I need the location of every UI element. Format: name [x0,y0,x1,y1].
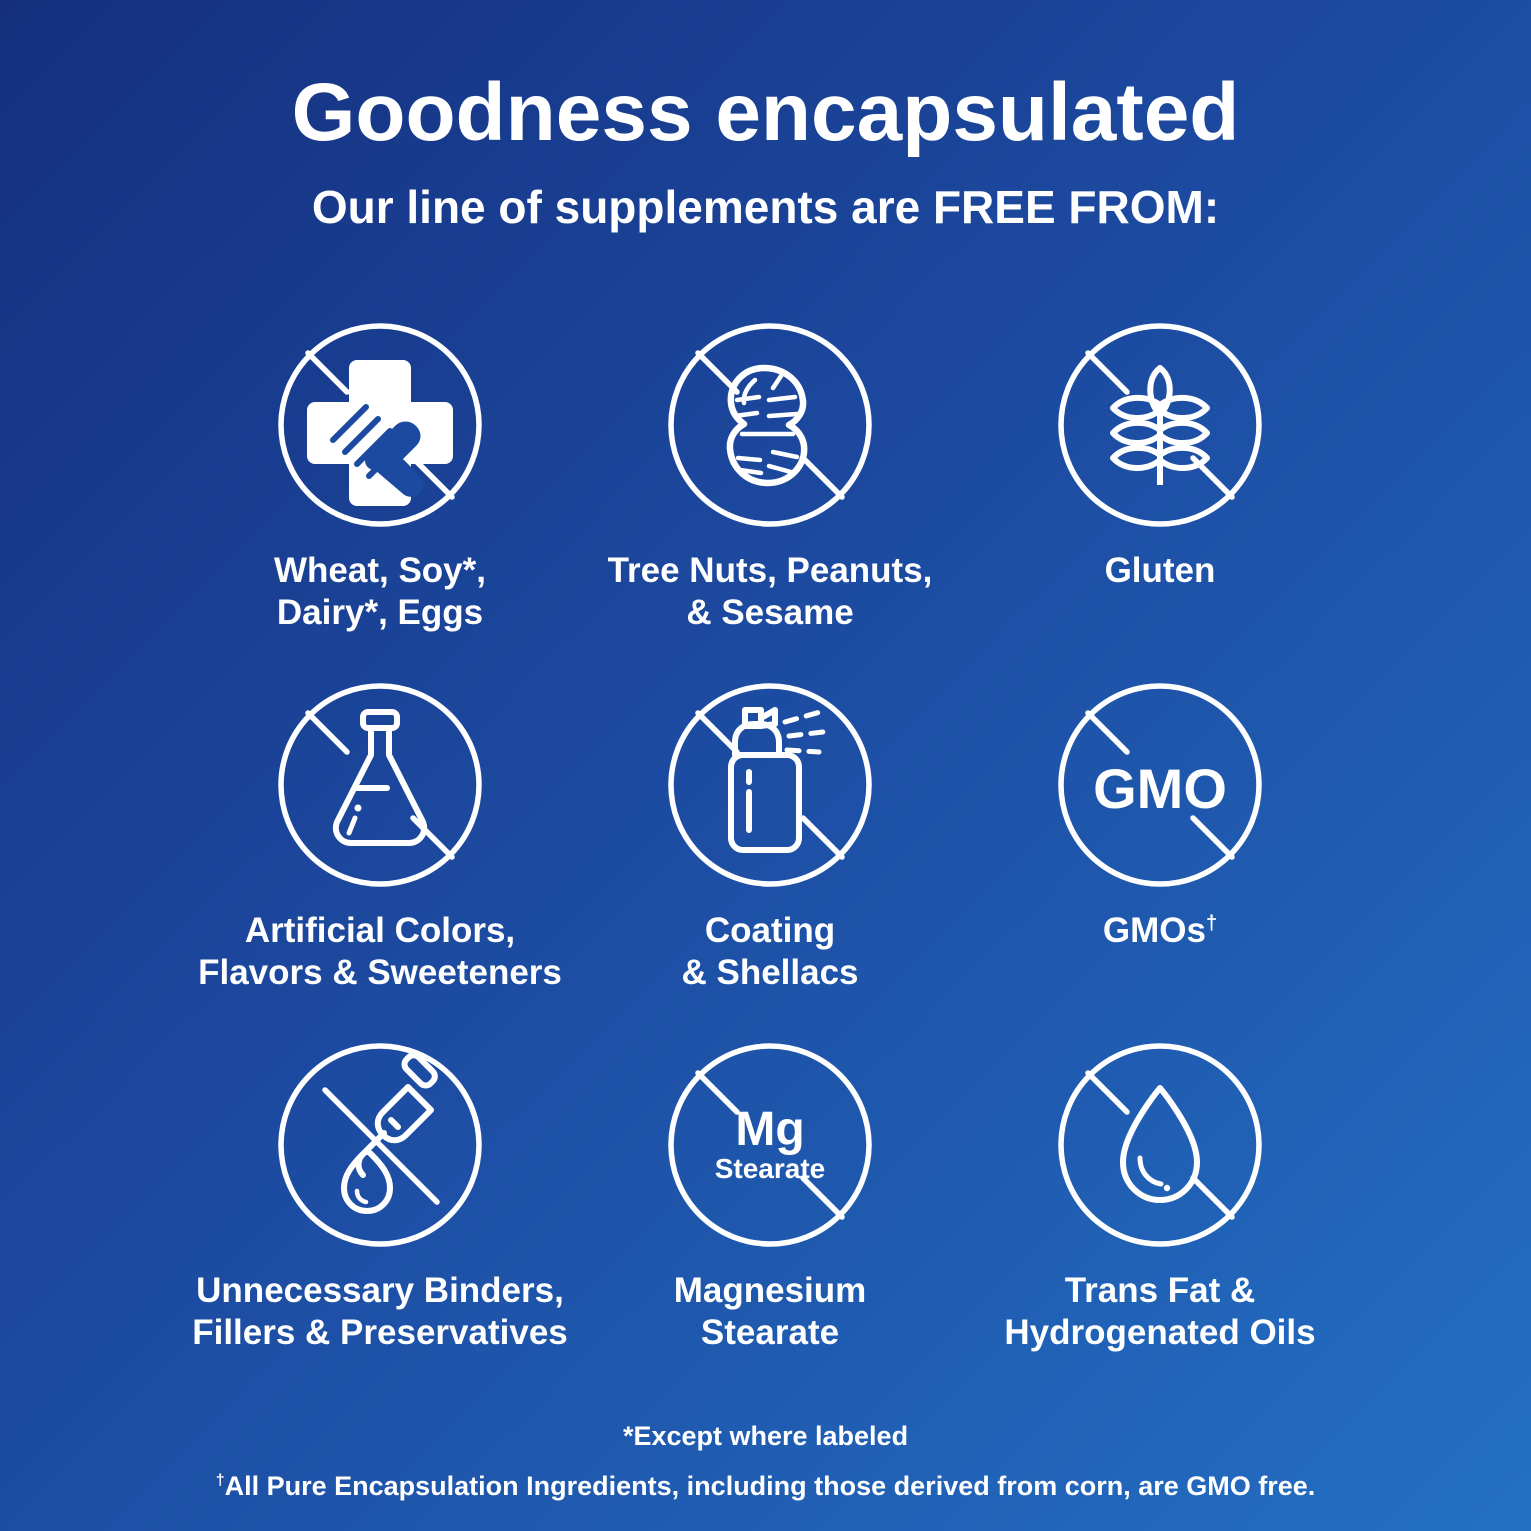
svg-text:Mg: Mg [735,1103,804,1156]
svg-text:GMO: GMO [1093,757,1227,820]
svg-text:Stearate: Stearate [715,1153,826,1184]
